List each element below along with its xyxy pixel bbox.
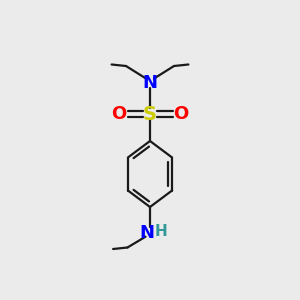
- Text: O: O: [173, 105, 188, 123]
- Text: H: H: [155, 224, 168, 239]
- Text: N: N: [140, 224, 154, 242]
- Text: N: N: [142, 74, 158, 92]
- Text: O: O: [112, 105, 127, 123]
- Text: S: S: [143, 104, 157, 124]
